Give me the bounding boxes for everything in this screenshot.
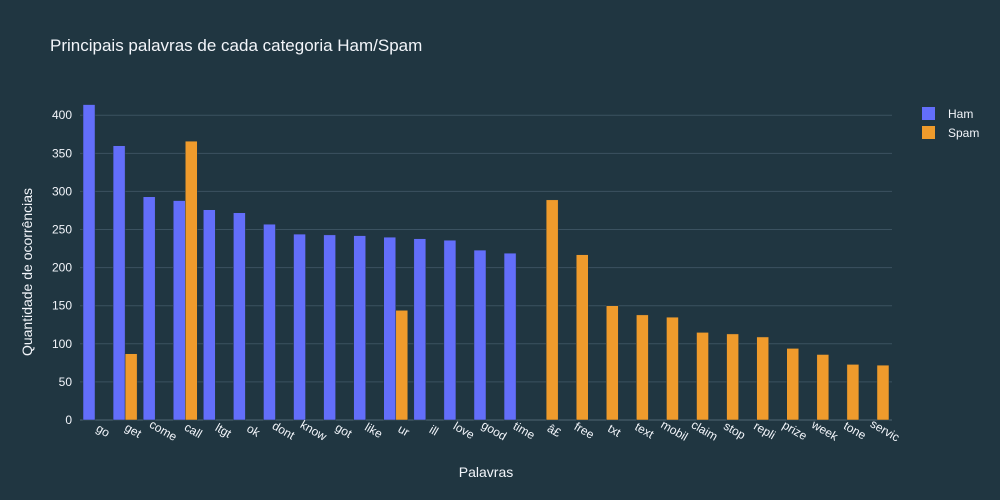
bar-spam-call[interactable]: [185, 140, 198, 421]
x-tick-label: â£: [545, 421, 564, 440]
legend-swatch: [922, 126, 935, 139]
bar-spam-get[interactable]: [124, 353, 138, 421]
bar-ham-love[interactable]: [443, 239, 457, 421]
x-tick-label: time: [511, 419, 538, 443]
bar-ham-like[interactable]: [353, 235, 366, 421]
bar-ham-ltgt[interactable]: [203, 209, 216, 421]
bar-spam-prize[interactable]: [786, 348, 800, 421]
x-tick-label: mobil: [659, 417, 691, 443]
x-tick-label: call: [182, 420, 205, 441]
x-tick-label: good: [479, 418, 509, 443]
y-tick-label: 300: [52, 184, 72, 198]
bar-spam-tone[interactable]: [846, 364, 860, 421]
bar-spam-servic[interactable]: [876, 364, 890, 421]
bar-spam-stop[interactable]: [726, 333, 739, 421]
bar-spam-repli[interactable]: [756, 336, 769, 421]
x-tick-label: text: [632, 420, 656, 442]
bar-ham-dont[interactable]: [263, 223, 276, 421]
x-tick-label: dont: [270, 419, 298, 443]
legend-item-spam[interactable]: Spam: [922, 126, 979, 140]
x-tick-label: like: [362, 420, 385, 441]
bar-ham-come[interactable]: [142, 196, 156, 421]
x-tick-label: know: [298, 417, 330, 443]
x-tick-label: ok: [244, 421, 263, 440]
bar-ham-call[interactable]: [172, 200, 186, 421]
x-axis-ticks: go get come call ltgt ok dont know got like ur ill l…: [94, 417, 902, 445]
legend-label: Ham: [948, 107, 973, 121]
chart-title: Principais palavras de cada categoria Ha…: [50, 36, 422, 55]
bar-spam-text[interactable]: [636, 314, 649, 421]
bars: [82, 104, 890, 421]
y-axis-ticks: 0 50 100 150 200 250 300 350 400: [52, 108, 72, 427]
x-tick-label: get: [122, 420, 144, 441]
bar-ham-know[interactable]: [293, 233, 306, 421]
x-tick-label: txt: [605, 421, 624, 440]
bar-ham-good[interactable]: [473, 249, 487, 421]
bar-spam-mobil[interactable]: [666, 316, 679, 421]
x-tick-label: love: [451, 419, 477, 442]
bar-ham-time[interactable]: [503, 252, 517, 421]
bar-spam-ur[interactable]: [395, 310, 409, 421]
x-tick-label: come: [147, 417, 180, 444]
y-tick-label: 200: [52, 261, 72, 275]
bar-ham-get[interactable]: [112, 145, 126, 421]
x-axis-title: Palavras: [459, 464, 513, 480]
y-tick-label: 250: [52, 223, 72, 237]
legend-swatch: [922, 107, 935, 120]
x-tick-label: go: [94, 421, 113, 440]
x-tick-label: repli: [751, 419, 778, 442]
bar-ham-ill[interactable]: [413, 238, 427, 421]
bar-spam-week[interactable]: [816, 354, 830, 421]
bar-spam-free[interactable]: [575, 254, 589, 421]
bar-ham-got[interactable]: [323, 234, 336, 421]
y-tick-label: 50: [59, 375, 73, 389]
bar-ham-ok[interactable]: [233, 212, 246, 421]
x-tick-label: claim: [689, 417, 720, 443]
y-axis-title: Quantidade de ocorrências: [19, 188, 35, 356]
x-tick-label: prize: [780, 418, 810, 443]
legend-label: Spam: [948, 126, 979, 140]
y-tick-label: 150: [52, 299, 72, 313]
y-tick-label: 400: [52, 108, 72, 122]
x-tick-label: got: [333, 420, 355, 441]
x-tick-label: free: [572, 419, 597, 442]
legend-item-ham[interactable]: Ham: [922, 107, 973, 121]
bar-ham-ur[interactable]: [383, 236, 397, 421]
bar-spam-txt[interactable]: [606, 305, 619, 421]
legend[interactable]: Ham Spam: [922, 107, 979, 140]
x-tick-label: ur: [396, 422, 412, 439]
x-tick-label: stop: [721, 419, 748, 443]
bar-spam-claim[interactable]: [696, 332, 709, 421]
x-tick-label: ill: [427, 422, 441, 438]
x-tick-label: tone: [841, 419, 869, 443]
bar-ham-go[interactable]: [82, 104, 96, 421]
y-tick-label: 350: [52, 146, 72, 160]
y-tick-label: 100: [52, 337, 72, 351]
x-tick-label: ltgt: [213, 420, 234, 440]
x-tick-label: week: [808, 417, 841, 444]
x-tick-label: servic: [868, 417, 902, 445]
y-tick-label: 0: [65, 413, 72, 427]
bar-spam-â£[interactable]: [545, 199, 559, 421]
